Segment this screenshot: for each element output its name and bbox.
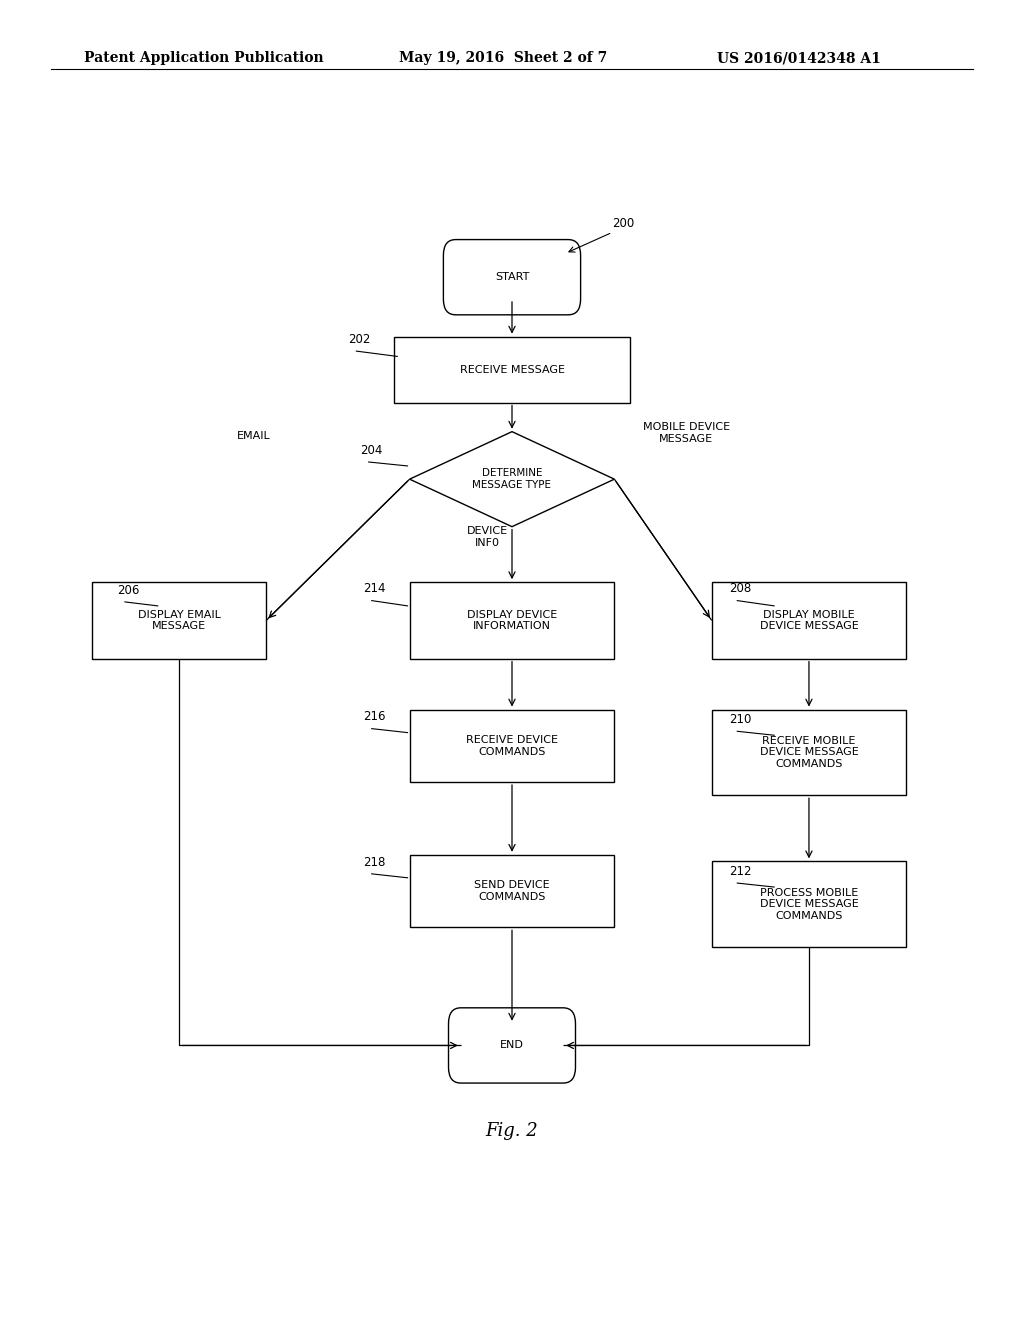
Text: 214: 214 [364, 582, 386, 595]
Text: US 2016/0142348 A1: US 2016/0142348 A1 [717, 51, 881, 65]
Text: 200: 200 [612, 216, 635, 230]
FancyBboxPatch shape [712, 582, 906, 659]
FancyBboxPatch shape [410, 582, 614, 659]
Text: SEND DEVICE
COMMANDS: SEND DEVICE COMMANDS [474, 880, 550, 902]
Polygon shape [410, 432, 614, 527]
FancyBboxPatch shape [92, 582, 266, 659]
Text: DETERMINE
MESSAGE TYPE: DETERMINE MESSAGE TYPE [472, 469, 552, 490]
FancyBboxPatch shape [410, 710, 614, 781]
Text: EMAIL: EMAIL [238, 430, 270, 441]
Text: 216: 216 [364, 710, 386, 723]
Text: DISPLAY MOBILE
DEVICE MESSAGE: DISPLAY MOBILE DEVICE MESSAGE [760, 610, 858, 631]
Text: DISPLAY EMAIL
MESSAGE: DISPLAY EMAIL MESSAGE [138, 610, 220, 631]
Text: RECEIVE MOBILE
DEVICE MESSAGE
COMMANDS: RECEIVE MOBILE DEVICE MESSAGE COMMANDS [760, 735, 858, 770]
FancyBboxPatch shape [443, 240, 581, 314]
Text: 208: 208 [729, 582, 752, 595]
Text: Patent Application Publication: Patent Application Publication [84, 51, 324, 65]
Text: 202: 202 [348, 333, 371, 346]
Text: RECEIVE MESSAGE: RECEIVE MESSAGE [460, 364, 564, 375]
Text: DISPLAY DEVICE
INFORMATION: DISPLAY DEVICE INFORMATION [467, 610, 557, 631]
Text: PROCESS MOBILE
DEVICE MESSAGE
COMMANDS: PROCESS MOBILE DEVICE MESSAGE COMMANDS [760, 887, 858, 921]
FancyBboxPatch shape [410, 855, 614, 927]
Text: 210: 210 [729, 713, 752, 726]
Text: END: END [500, 1040, 524, 1051]
Text: START: START [495, 272, 529, 282]
FancyBboxPatch shape [449, 1008, 575, 1082]
Text: May 19, 2016  Sheet 2 of 7: May 19, 2016 Sheet 2 of 7 [399, 51, 607, 65]
FancyBboxPatch shape [394, 337, 630, 403]
FancyBboxPatch shape [712, 862, 906, 948]
Text: 204: 204 [360, 444, 383, 457]
Text: DEVICE
INF0: DEVICE INF0 [467, 527, 508, 548]
Text: 218: 218 [364, 855, 386, 869]
Text: 212: 212 [729, 865, 752, 878]
Text: Fig. 2: Fig. 2 [485, 1122, 539, 1140]
Text: RECEIVE DEVICE
COMMANDS: RECEIVE DEVICE COMMANDS [466, 735, 558, 756]
Text: 206: 206 [117, 583, 139, 597]
FancyBboxPatch shape [712, 710, 906, 795]
Text: MOBILE DEVICE
MESSAGE: MOBILE DEVICE MESSAGE [642, 422, 730, 444]
